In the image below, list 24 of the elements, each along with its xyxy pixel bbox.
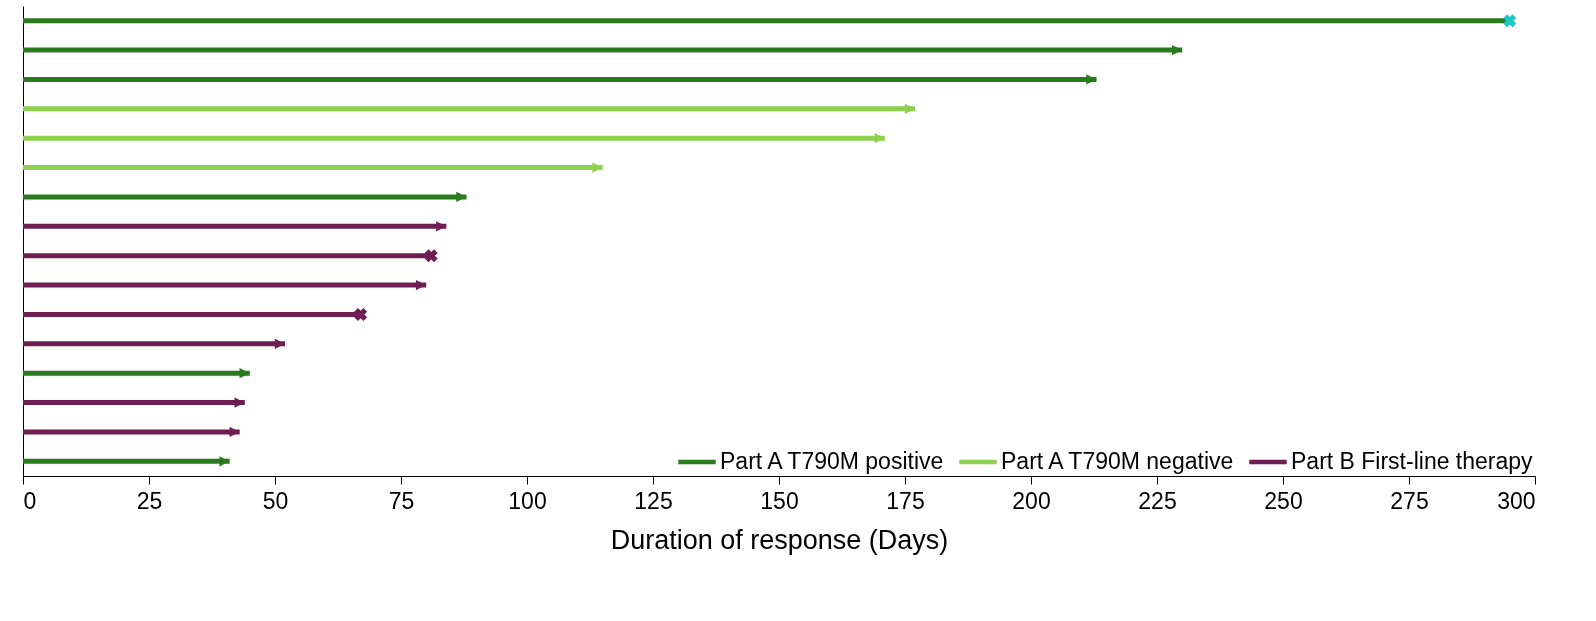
x-tick-label: 75: [388, 487, 415, 514]
point: [592, 162, 603, 173]
x-tick-label: 125: [634, 487, 673, 514]
x-tick-label: 150: [760, 487, 799, 514]
x-axis-title: Duration of response (Days): [610, 524, 949, 555]
x-tick-label: 25: [136, 487, 163, 514]
x-tick-label: 275: [1390, 487, 1429, 514]
point: [219, 456, 230, 467]
x-tick-label: 50: [262, 487, 289, 514]
legend-label: Part A T790M negative: [1001, 448, 1234, 474]
point: [436, 221, 447, 232]
point: [1086, 74, 1097, 85]
legend-label: Part A T790M positive: [720, 448, 944, 474]
x-tick-label: 175: [886, 487, 925, 514]
legend-label: Part B First-line therapy: [1291, 448, 1534, 474]
x-tick-label: 300: [1497, 487, 1536, 514]
point: [456, 191, 467, 203]
x-tick-label: 0: [23, 487, 37, 514]
point: [229, 426, 240, 438]
x-tick-label: 100: [508, 487, 547, 514]
x-tick-label: 225: [1138, 487, 1177, 514]
point: [234, 397, 245, 408]
x-tick-label: 250: [1264, 487, 1303, 514]
x-tick-label: 200: [1012, 487, 1051, 514]
